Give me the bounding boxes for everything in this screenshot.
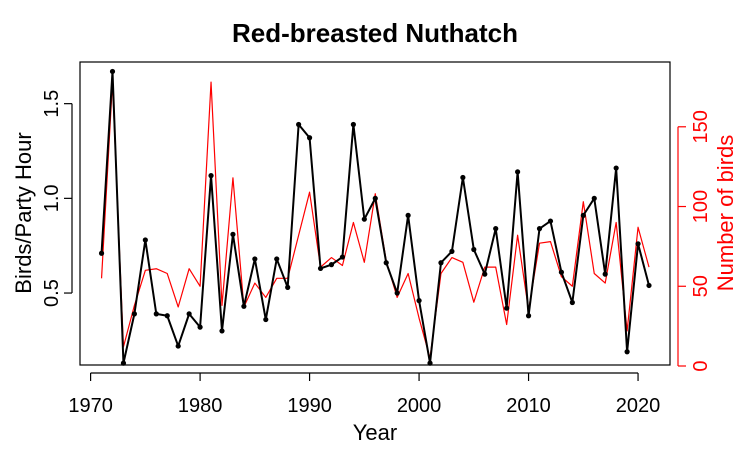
data-point <box>515 169 521 175</box>
data-point <box>558 269 565 275</box>
x-tick-label: 2000 <box>397 395 442 417</box>
data-point <box>405 212 411 218</box>
series-layer <box>98 68 652 366</box>
data-point <box>635 241 641 247</box>
data-point <box>580 212 586 218</box>
data-point <box>613 165 619 171</box>
data-point <box>186 311 192 317</box>
data-point <box>285 284 291 290</box>
y-tick-label: 0.5 <box>41 279 63 307</box>
data-point <box>339 254 346 260</box>
data-point <box>131 311 137 317</box>
plot-frame <box>79 61 671 366</box>
data-point <box>153 311 159 317</box>
data-point <box>328 262 335 268</box>
data-point <box>142 237 148 243</box>
data-point <box>241 303 247 309</box>
data-point <box>394 290 400 296</box>
data-point <box>274 256 280 262</box>
data-point <box>175 343 181 349</box>
data-point <box>471 246 477 253</box>
y2-tick-label: 50 <box>690 275 712 297</box>
data-point <box>569 299 575 306</box>
data-point <box>252 256 258 262</box>
data-point <box>482 271 488 277</box>
data-point <box>361 216 367 222</box>
data-point <box>460 174 466 181</box>
data-point <box>208 173 214 179</box>
data-point <box>602 271 608 277</box>
y-axis-label: Birds/Party Hour <box>11 132 36 293</box>
data-point <box>120 360 127 366</box>
y-tick-label: 1.5 <box>41 90 63 118</box>
data-point <box>197 324 203 330</box>
data-point <box>372 195 378 201</box>
data-point <box>438 260 444 266</box>
x-tick-label: 2020 <box>616 395 661 417</box>
y2-tick-label: 0 <box>690 360 712 371</box>
data-point <box>504 305 510 311</box>
data-point <box>350 121 356 128</box>
data-point <box>525 313 532 319</box>
data-point <box>109 68 116 75</box>
data-point <box>383 260 389 266</box>
data-point <box>317 265 324 272</box>
data-point <box>536 226 543 232</box>
x-tick-label: 1980 <box>178 395 223 417</box>
series-line-number-of-birds <box>100 81 650 359</box>
data-point <box>98 250 105 256</box>
data-point <box>646 282 652 289</box>
data-point <box>230 231 236 237</box>
data-point <box>591 195 597 201</box>
data-point <box>449 248 455 254</box>
x-tick-label: 1990 <box>287 395 332 417</box>
x-tick-label: 2010 <box>506 395 551 417</box>
y2-tick-label: 150 <box>690 110 712 143</box>
data-point <box>493 226 499 232</box>
data-point <box>547 218 554 224</box>
data-point <box>296 121 302 128</box>
data-point <box>263 316 269 323</box>
data-point <box>306 135 313 141</box>
y-axis-left: 0.5 1.0 1.5 <box>41 90 73 307</box>
chart-title: Red-breasted Nuthatch <box>232 18 518 48</box>
x-tick-label: 1970 <box>68 395 113 417</box>
y-axis-right: 0 50 100 150 <box>677 110 712 372</box>
series-line-birds-per-party-hour <box>100 70 650 365</box>
x-axis: 1970 1980 1990 2000 2010 2020 <box>68 372 661 417</box>
y2-tick-label: 100 <box>690 190 712 223</box>
data-point <box>416 298 422 304</box>
data-point <box>427 360 433 366</box>
x-axis-label: Year <box>353 420 397 445</box>
data-point <box>219 328 225 334</box>
y2-axis-label: Number of birds <box>713 135 738 292</box>
y-tick-label: 1.0 <box>41 184 63 212</box>
data-point <box>624 349 630 355</box>
data-point <box>164 313 170 319</box>
